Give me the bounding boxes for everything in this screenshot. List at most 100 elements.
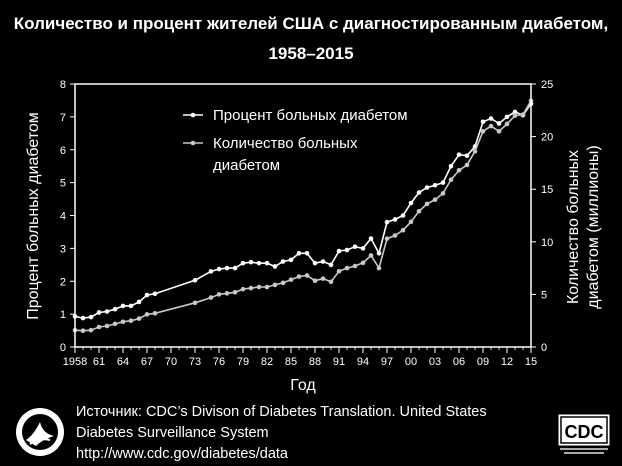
x-tick-label: 09 bbox=[477, 356, 489, 368]
data-point-count bbox=[192, 300, 198, 306]
x-tick-label: 76 bbox=[213, 356, 225, 368]
data-point-percent bbox=[328, 262, 334, 268]
data-point-percent bbox=[352, 244, 358, 250]
data-point-count bbox=[400, 227, 406, 233]
data-point-percent bbox=[256, 260, 262, 266]
data-point-percent bbox=[96, 310, 102, 315]
legend-label: диабетом bbox=[213, 157, 280, 174]
x-tick-label: 12 bbox=[501, 356, 513, 368]
y-tick-label: 1 bbox=[60, 309, 66, 321]
x-tick-label: 03 bbox=[429, 356, 441, 368]
data-point-count bbox=[296, 274, 302, 279]
data-point-count bbox=[80, 328, 86, 333]
data-point-count bbox=[312, 278, 318, 284]
data-point-count bbox=[408, 219, 414, 225]
data-point-percent bbox=[88, 314, 94, 320]
y2-tick-label: 0 bbox=[541, 342, 547, 354]
legend: Процент больных диабетом Количество больн… bbox=[183, 107, 408, 174]
x-tick-label: 94 bbox=[357, 356, 369, 368]
data-point-count bbox=[144, 312, 150, 317]
x-tick-label: 85 bbox=[285, 356, 297, 368]
chart-title-line-1: Количество и процент жителей США с диагн… bbox=[13, 14, 609, 33]
data-point-count bbox=[464, 162, 470, 168]
data-point-percent bbox=[208, 269, 214, 274]
data-point-percent bbox=[320, 259, 326, 264]
data-point-count bbox=[240, 286, 246, 292]
x-tick-label: 00 bbox=[405, 356, 417, 368]
data-point-percent bbox=[264, 260, 270, 266]
data-point-count bbox=[96, 324, 102, 330]
x-tick-label: 73 bbox=[189, 356, 201, 368]
data-point-percent bbox=[448, 163, 454, 169]
y2-tick-label: 10 bbox=[541, 237, 553, 249]
data-point-count bbox=[336, 268, 342, 274]
data-point-count bbox=[256, 284, 262, 290]
data-point-count bbox=[328, 279, 334, 285]
x-tick-label: 15 bbox=[525, 356, 537, 368]
x-tick-label: 82 bbox=[261, 356, 273, 368]
y-tick-label: 5 bbox=[60, 178, 66, 190]
legend-label: Процент больных диабетом bbox=[213, 107, 408, 124]
data-point-count bbox=[224, 291, 230, 296]
data-point-count bbox=[288, 277, 294, 282]
x-axis-label: Год bbox=[290, 377, 316, 394]
x-tick-label: 61 bbox=[93, 356, 105, 368]
data-point-percent bbox=[136, 299, 142, 305]
data-point-count bbox=[456, 167, 462, 173]
y-tick-label: 4 bbox=[60, 211, 66, 223]
data-point-count bbox=[416, 208, 422, 214]
data-point-percent bbox=[336, 248, 342, 254]
data-point-percent bbox=[360, 246, 366, 251]
y-tick-label: 8 bbox=[60, 79, 66, 91]
hhs-eagle-logo bbox=[16, 408, 64, 456]
data-point-count bbox=[392, 233, 398, 238]
y-tick-label: 0 bbox=[60, 342, 66, 354]
data-point-count bbox=[320, 276, 326, 281]
y2-axis-label-line-2: диабетом (миллионы) bbox=[585, 145, 602, 308]
data-point-percent bbox=[224, 265, 230, 271]
data-point-count bbox=[152, 311, 158, 316]
source-url[interactable]: http://www.cdc.gov/diabetes/data bbox=[76, 446, 288, 462]
data-point-count bbox=[352, 263, 358, 269]
data-point-percent bbox=[504, 114, 510, 120]
data-point-count bbox=[88, 327, 94, 333]
data-point-percent bbox=[368, 236, 374, 241]
data-point-percent bbox=[512, 109, 518, 115]
data-point-percent bbox=[496, 121, 502, 126]
data-point-count bbox=[368, 253, 374, 258]
data-point-count bbox=[216, 292, 222, 297]
data-point-percent bbox=[128, 303, 134, 309]
x-tick-label: 06 bbox=[453, 356, 465, 368]
data-point-percent bbox=[192, 277, 198, 283]
y-tick-label: 3 bbox=[60, 243, 66, 255]
legend-label: Количество больных bbox=[213, 135, 358, 152]
data-point-count bbox=[504, 121, 510, 127]
data-point-percent bbox=[312, 260, 318, 266]
x-tick-label: 64 bbox=[117, 356, 129, 368]
data-point-percent bbox=[392, 217, 398, 222]
data-point-count bbox=[208, 295, 214, 300]
y2-tick-label: 20 bbox=[541, 132, 553, 144]
data-point-count bbox=[496, 129, 502, 134]
x-tick-label: 88 bbox=[309, 356, 321, 368]
data-point-count bbox=[304, 273, 310, 278]
data-point-percent bbox=[248, 259, 254, 265]
data-point-count bbox=[280, 280, 286, 286]
data-point-percent bbox=[112, 306, 118, 312]
data-point-percent bbox=[464, 153, 470, 158]
data-point-count bbox=[440, 191, 446, 196]
data-point-percent bbox=[440, 180, 446, 185]
data-point-count bbox=[128, 318, 134, 324]
data-point-count bbox=[264, 284, 270, 290]
source-line-1: Источник: CDC’s Divison of Diabetes Tran… bbox=[76, 404, 487, 420]
data-point-percent bbox=[296, 251, 302, 256]
data-point-count bbox=[112, 321, 118, 327]
data-point-count bbox=[344, 265, 350, 271]
data-point-count bbox=[520, 112, 526, 117]
y2-tick-label: 5 bbox=[541, 289, 547, 301]
data-point-percent bbox=[384, 219, 390, 225]
source-line-2: Diabetes Surveillance System bbox=[76, 425, 269, 441]
data-point-count bbox=[448, 177, 454, 183]
data-point-count bbox=[512, 113, 518, 118]
